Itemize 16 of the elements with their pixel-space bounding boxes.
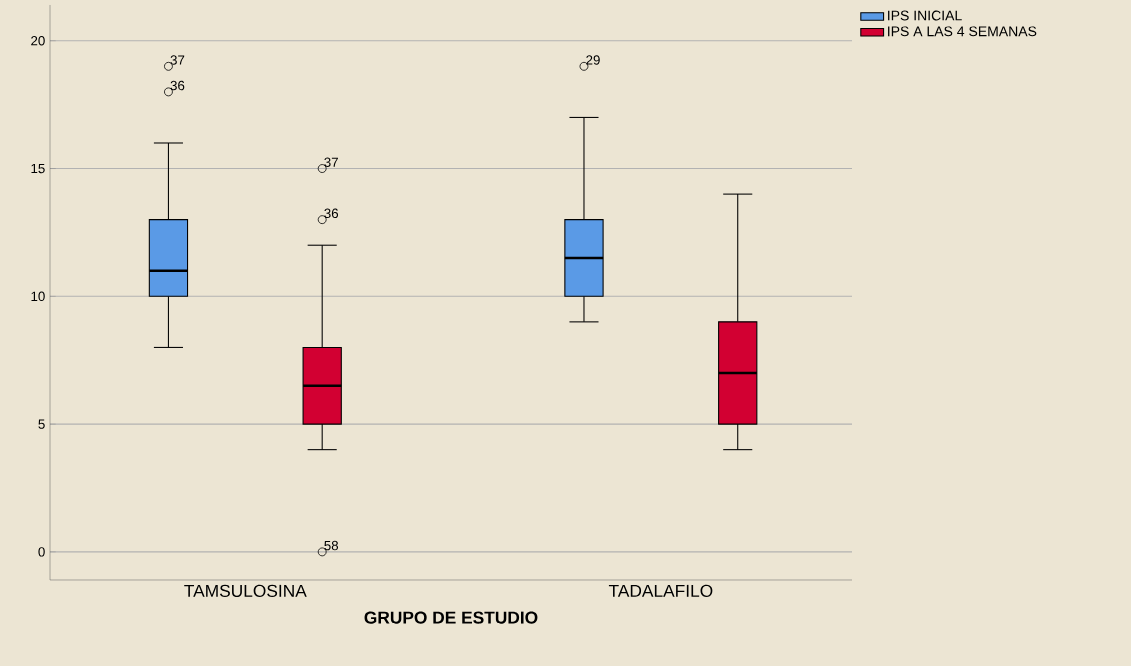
- y-tick-label: 15: [31, 163, 45, 174]
- annotation: 37: [170, 55, 185, 65]
- y-tick-label: 0: [38, 547, 45, 557]
- annotation: 36: [324, 208, 339, 219]
- x-axis-title: GRUPO DE ESTUDIO: [364, 611, 538, 624]
- annotation: 37: [324, 157, 338, 167]
- annotation: 58: [324, 540, 339, 551]
- annotation: 36: [170, 80, 185, 91]
- annotation: 29: [586, 55, 600, 65]
- legend-label: IPS A LAS 4 SEMANAS: [888, 26, 1037, 37]
- y-tick-label: 5: [38, 419, 45, 429]
- x-tick-label: TADALAFILO: [608, 584, 713, 597]
- legend-label: IPS INICIAL: [888, 10, 962, 21]
- y-tick-label: 10: [31, 291, 45, 302]
- y-tick-label: 20: [31, 36, 45, 46]
- x-tick-label: TAMSULOSINA: [184, 584, 307, 597]
